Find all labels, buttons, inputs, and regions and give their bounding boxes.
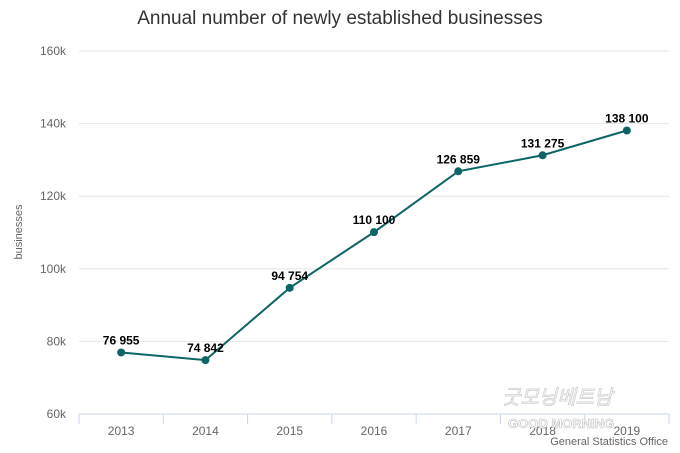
- source-credit: General Statistics Office: [550, 436, 668, 448]
- data-point: [538, 151, 547, 160]
- chart-title: Annual number of newly established busin…: [137, 8, 543, 29]
- data-label: 74 842: [187, 341, 224, 355]
- y-axis-title: businesses: [13, 204, 25, 260]
- y-tick-label: 140k: [40, 117, 67, 131]
- data-label: 94 754: [271, 269, 308, 283]
- x-tick-label: 2017: [445, 424, 472, 438]
- y-axis-ticks: 60k 80k 100k 120k 140k 160k: [40, 44, 67, 421]
- x-tick-label: 2014: [192, 424, 219, 438]
- data-labels: 76 955 74 842 94 754 110 100 126 859 131 275 1…: [103, 111, 649, 355]
- x-axis: [78, 413, 670, 424]
- data-point: [285, 283, 294, 292]
- y-tick-label: 80k: [47, 334, 67, 348]
- svg-text:GOOD MORNING: GOOD MORNING: [508, 416, 614, 431]
- x-tick-label: 2018: [529, 424, 556, 438]
- data-label: 126 859: [437, 152, 481, 166]
- x-axis-ticks: 2013 2014 2015 2016 2017 2018 2019: [108, 424, 641, 438]
- data-label: 110 100: [353, 213, 396, 227]
- data-label: 76 955: [103, 333, 140, 347]
- watermark-logo: 굿모닝베트남 GOOD MORNING: [498, 384, 670, 434]
- series-line: [121, 129, 628, 362]
- x-tick-label: 2016: [361, 424, 388, 438]
- data-point: [622, 126, 631, 135]
- svg-text:굿모닝베트남: 굿모닝베트남: [502, 385, 615, 409]
- x-tick-label: 2019: [614, 424, 641, 438]
- y-tick-label: 120k: [40, 189, 67, 203]
- series-points: [117, 126, 631, 365]
- data-point: [117, 348, 126, 357]
- y-tick-label: 60k: [47, 407, 67, 421]
- data-point: [454, 167, 463, 176]
- series-line-path: [121, 129, 628, 362]
- y-tick-label: 100k: [40, 262, 67, 276]
- data-label: 131 275: [521, 136, 565, 150]
- data-point: [370, 228, 378, 237]
- data-point: [201, 356, 210, 365]
- x-tick-label: 2013: [108, 424, 135, 438]
- y-tick-label: 160k: [40, 44, 67, 58]
- x-tick-label: 2015: [276, 424, 303, 438]
- data-label: 138 100: [605, 111, 649, 125]
- grid-lines: [79, 50, 669, 342]
